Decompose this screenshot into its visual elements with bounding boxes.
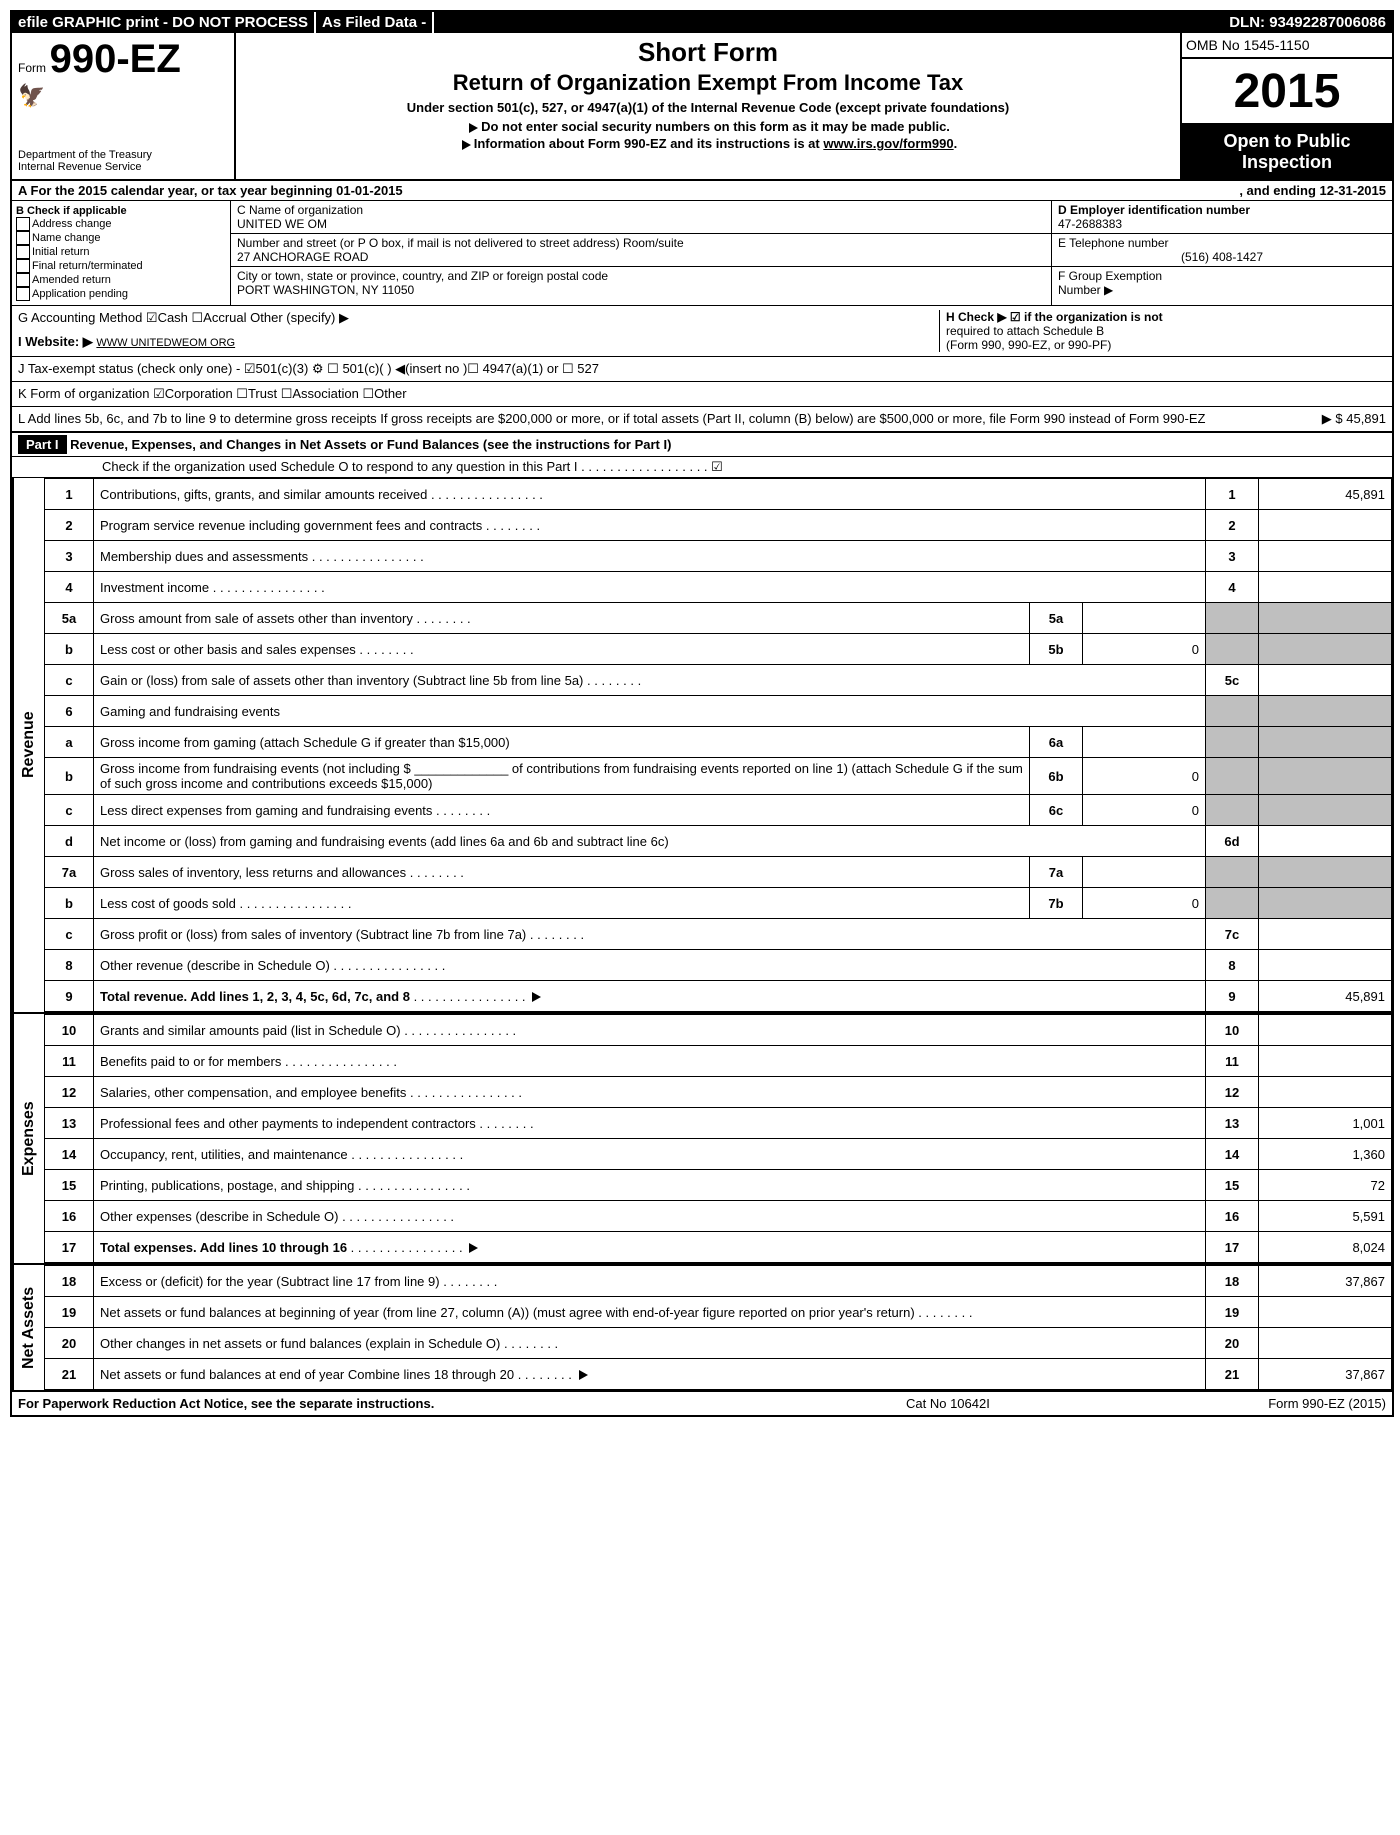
as-filed: As Filed Data - (316, 12, 434, 33)
total-expenses-value: 8,024 (1259, 1232, 1392, 1263)
col-c-org-info: C Name of organization UNITED WE OM Numb… (231, 201, 1051, 305)
revenue-side-label: Revenue (12, 478, 44, 1012)
line1-value: 45,891 (1259, 479, 1392, 510)
form-id-footer: Form 990-EZ (2015) (1166, 1396, 1386, 1411)
open-public-badge: Open to Public Inspection (1182, 125, 1392, 179)
part-i-check: Check if the organization used Schedule … (12, 457, 1392, 478)
form-number: 990-EZ (50, 37, 181, 81)
netassets-section: Net Assets 18Excess or (deficit) for the… (12, 1263, 1392, 1390)
revenue-section: Revenue 1Contributions, gifts, grants, a… (12, 478, 1392, 1012)
col-b-checkboxes: B Check if applicable Address change Nam… (12, 201, 231, 305)
efile-notice: efile GRAPHIC print - DO NOT PROCESS (12, 12, 316, 33)
tax-year: 2015 (1182, 59, 1392, 125)
ein-value: 47-2688383 (1058, 217, 1386, 231)
initial-return-checkbox[interactable] (16, 245, 30, 259)
omb-number: OMB No 1545-1150 (1182, 33, 1392, 59)
dln: DLN: 93492287006086 (1223, 12, 1392, 33)
footer: For Paperwork Reduction Act Notice, see … (12, 1390, 1392, 1415)
total-revenue-value: 45,891 (1259, 981, 1392, 1012)
net-assets-value: 37,867 (1259, 1359, 1392, 1390)
dept-treasury: Department of the Treasury (18, 149, 228, 161)
subtitle: Under section 501(c), 527, or 4947(a)(1)… (242, 100, 1174, 115)
org-city: PORT WASHINGTON, NY 11050 (237, 283, 1045, 297)
line-g-accounting: G Accounting Method ☑Cash ☐Accrual Other… (12, 306, 1392, 357)
expenses-section: Expenses 10Grants and similar amounts pa… (12, 1012, 1392, 1263)
application-pending-checkbox[interactable] (16, 287, 30, 301)
group-exemption: F Group Exemption Number ▶ (1052, 267, 1392, 299)
cat-no: Cat No 10642I (906, 1396, 1166, 1411)
row-a-tax-year: A For the 2015 calendar year, or tax yea… (12, 181, 1392, 201)
telephone-value: (516) 408-1427 (1058, 250, 1386, 264)
irs-logo-icon: 🦅 (18, 83, 228, 109)
line-k-form-org: K Form of organization ☑Corporation ☐Tru… (12, 382, 1392, 407)
paperwork-notice: For Paperwork Reduction Act Notice, see … (18, 1396, 906, 1411)
gross-receipts-amount: ▶ $ 45,891 (1266, 411, 1386, 427)
netassets-side-label: Net Assets (12, 1265, 44, 1390)
address-change-checkbox[interactable] (16, 217, 30, 231)
irs-label: Internal Revenue Service (18, 161, 228, 173)
header-right: OMB No 1545-1150 2015 Open to Public Ins… (1180, 33, 1392, 179)
return-title: Return of Organization Exempt From Incom… (242, 70, 1174, 96)
org-street: 27 ANCHORAGE ROAD (237, 250, 1045, 264)
name-change-checkbox[interactable] (16, 231, 30, 245)
part-i-header: Part I Revenue, Expenses, and Changes in… (12, 433, 1392, 457)
line-j-tax-exempt: J Tax-exempt status (check only one) - ☑… (12, 357, 1392, 382)
form-header: Form 990-EZ 🦅 Department of the Treasury… (12, 33, 1392, 181)
website-link[interactable]: WWW UNITEDWEOM ORG (96, 337, 235, 349)
expenses-side-label: Expenses (12, 1014, 44, 1263)
form-990ez-page: efile GRAPHIC print - DO NOT PROCESS As … (10, 10, 1394, 1417)
form-prefix: Form (18, 61, 46, 75)
org-name: UNITED WE OM (237, 217, 1045, 231)
final-return-checkbox[interactable] (16, 259, 30, 273)
header-left: Form 990-EZ 🦅 Department of the Treasury… (12, 33, 236, 179)
line-l-gross-receipts: L Add lines 5b, 6c, and 7b to line 9 to … (12, 407, 1392, 433)
warning-line: Do not enter social security numbers on … (242, 119, 1174, 134)
info-line: Information about Form 990-EZ and its in… (242, 136, 1174, 151)
amended-return-checkbox[interactable] (16, 273, 30, 287)
header-center: Short Form Return of Organization Exempt… (236, 33, 1180, 179)
top-bar: efile GRAPHIC print - DO NOT PROCESS As … (12, 12, 1392, 33)
section-bcd: B Check if applicable Address change Nam… (12, 201, 1392, 306)
col-d-identifiers: D Employer identification number 47-2688… (1051, 201, 1392, 305)
irs-link[interactable]: www.irs.gov/form990 (823, 136, 953, 151)
short-form-title: Short Form (242, 37, 1174, 68)
